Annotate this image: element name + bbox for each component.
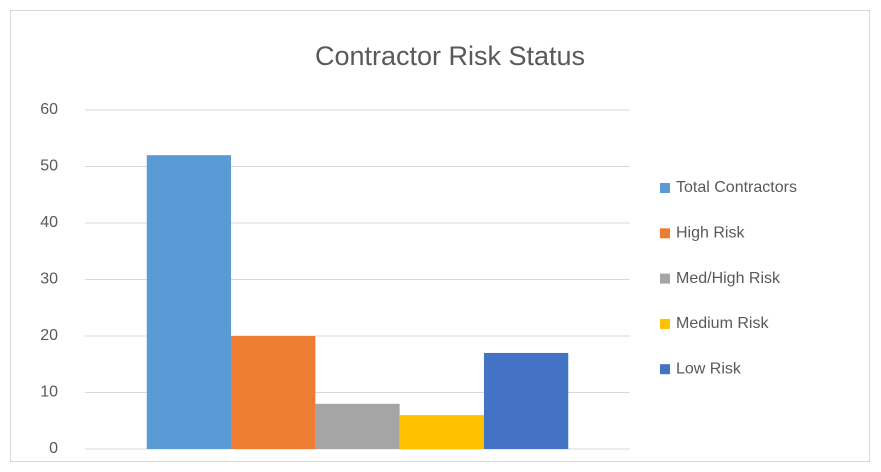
y-tick-label: 60 (40, 101, 58, 118)
y-tick-label: 30 (40, 271, 58, 288)
bar (146, 155, 232, 449)
y-tick-label: 50 (40, 158, 58, 175)
y-tick-label: 40 (40, 214, 58, 231)
bar (483, 352, 569, 449)
legend-swatch (660, 364, 670, 375)
legend-label: Med/High Risk (676, 270, 781, 287)
bar (315, 403, 400, 449)
legend-label: Total Contractors (676, 179, 797, 196)
legend-label: High Risk (676, 225, 745, 242)
legend-label: Medium Risk (676, 315, 769, 332)
legend-swatch (660, 273, 670, 284)
legend-swatch (660, 318, 670, 329)
bar (231, 336, 316, 449)
chart-title: Contractor Risk Status (315, 41, 585, 71)
legend-label: Low Risk (676, 360, 742, 377)
y-tick-label: 10 (40, 384, 58, 401)
y-tick-label: 20 (40, 327, 58, 344)
legend-swatch (660, 183, 670, 193)
y-tick-label: 0 (49, 440, 58, 457)
bar (399, 415, 484, 449)
legend-swatch (660, 228, 670, 239)
